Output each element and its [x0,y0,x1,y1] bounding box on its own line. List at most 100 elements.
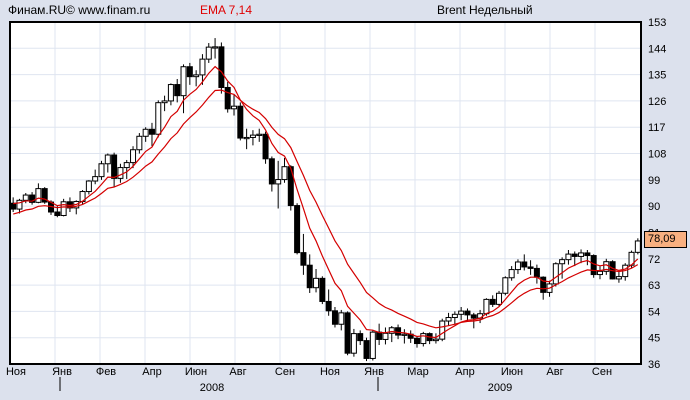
y-axis-labels: 1531441351261171089990817263544536 [648,17,666,371]
candle-down [111,154,118,179]
y-axis-tick-label: 117 [648,122,666,134]
candle-up [256,133,263,136]
candle-down [540,276,547,293]
ema-14-line [13,89,639,329]
candle-up [350,333,357,354]
candle-up [104,154,111,165]
y-axis-tick-label: 72 [648,254,660,266]
candle-down [344,312,351,354]
candle-up [205,46,212,60]
x-axis-month-label: Авг [229,366,246,378]
x-axis-month-label: Июн [185,366,207,378]
candle-up [123,162,130,169]
y-axis-tick-label: 45 [648,333,660,345]
x-axis-year-label: 2009 [488,382,512,394]
candle-down [533,267,540,278]
brand-text: Финам.RU© www.finam.ru [8,3,151,17]
candle-up [212,46,219,49]
candle-up [483,298,490,315]
candle-down [395,327,402,336]
candle-down [41,188,48,203]
candle-down [319,277,326,302]
candle-up [420,333,427,345]
candle-up [578,252,585,257]
x-axis-month-label: Ноя [6,366,26,378]
candle-up [552,263,559,285]
candle-down [357,333,364,342]
candle-up [388,327,395,334]
candle-up [432,338,439,342]
candle-up [231,105,238,110]
candle-up [445,317,452,322]
candle-up [155,102,162,135]
candle-up [92,176,99,182]
y-axis-tick-label: 144 [648,43,666,55]
x-axis-month-label: Апр [455,366,474,378]
candle-up [85,180,92,193]
candle-up [180,66,187,97]
candle-down [174,84,181,97]
candle-up [458,310,465,315]
candle-down [376,331,383,340]
candle-up [369,331,376,359]
candle-up [130,149,137,164]
candle-down [287,166,294,207]
candles [10,38,641,362]
candle-down [331,310,338,325]
candle-down [521,261,528,268]
candle-down [571,253,578,257]
x-axis-month-label: Сен [275,366,295,378]
candle-up [275,179,282,185]
candle-up [559,259,566,265]
indicator-label: EMA 7,14 [200,3,253,17]
candle-down [527,266,534,269]
candle-up [16,199,23,210]
candle-up [193,74,200,78]
x-axis-month-label: Сен [592,366,612,378]
ema-7-line [13,65,639,339]
candle-down [29,194,36,203]
candle-up [496,292,503,305]
candle-down [218,46,225,88]
candle-down [148,128,155,135]
plot-border [9,21,642,365]
candle-up [565,253,572,261]
x-axis-month-label: Апр [142,366,161,378]
x-axis-month-label: Авг [546,366,563,378]
candle-down [363,340,370,359]
candle-down [489,298,496,305]
candle-down [224,86,231,110]
candle-up [136,135,143,151]
candle-down [325,300,332,312]
candle-down [470,314,477,319]
candle-down [262,133,269,160]
candle-down [464,310,471,316]
y-axis-tick-label: 135 [648,70,666,82]
candle-down [294,205,301,254]
y-axis-tick-label: 108 [648,149,666,161]
candle-up [451,313,458,319]
candle-up [199,58,206,76]
y-axis-tick-label: 99 [648,175,660,187]
y-axis-tick-label: 126 [648,96,666,108]
x-axis-month-label: Мар [407,366,429,378]
y-axis-tick-label: 36 [648,359,660,371]
candle-down [186,66,193,78]
candle-up [22,194,29,201]
candle-up [514,261,521,271]
candle-down [584,252,591,257]
candle-up [249,134,256,138]
x-axis-month-label: Янв [52,366,72,378]
candle-up [508,269,515,279]
candle-up [167,84,174,102]
candle-up [243,136,250,140]
candle-down [413,337,420,345]
candle-down [306,264,313,289]
candle-up [439,320,446,340]
candle-up [60,201,67,217]
y-axis-tick-label: 54 [648,306,660,318]
candle-up [117,167,124,179]
candle-up [161,100,168,104]
